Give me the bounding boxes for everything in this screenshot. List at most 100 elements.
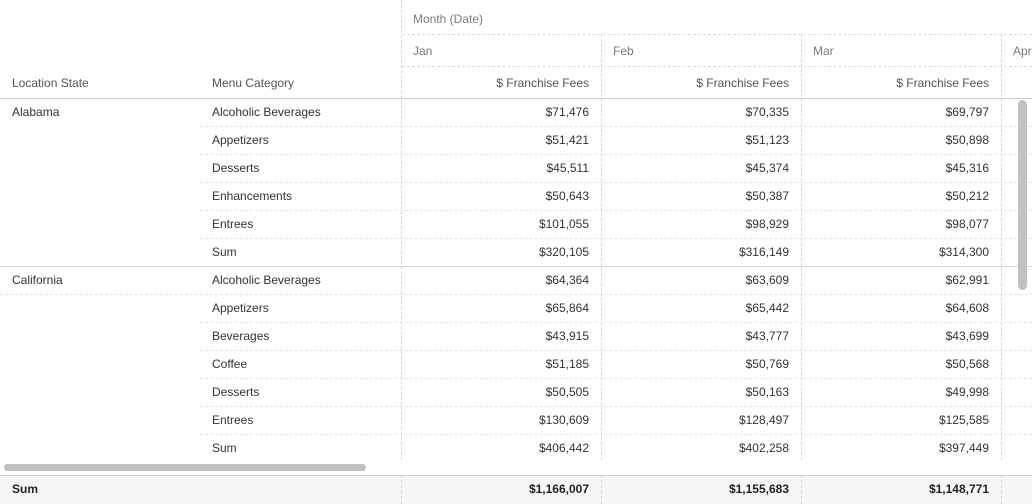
cell-location-state[interactable] — [12, 161, 192, 177]
cell-franchise-fees[interactable]: $50,643 — [545, 189, 589, 203]
column-separator — [1001, 475, 1002, 504]
cell-franchise-fees[interactable]: $50,505 — [545, 385, 589, 399]
row-divider — [200, 350, 1032, 351]
cell-franchise-fees[interactable]: $43,699 — [945, 329, 989, 343]
cell-location-state[interactable] — [12, 385, 192, 401]
cell-franchise-fees[interactable]: $65,442 — [745, 301, 789, 315]
cell-franchise-fees[interactable]: $50,387 — [745, 189, 789, 203]
cell-location-state[interactable] — [12, 357, 192, 373]
grand-total-jan: $1,166,007 — [528, 482, 589, 496]
cell-franchise-fees[interactable]: $45,316 — [945, 161, 989, 175]
measure-header[interactable]: $ Franchise Fees — [496, 76, 589, 90]
row-divider — [200, 182, 1032, 183]
column-separator — [401, 475, 402, 504]
cell-franchise-fees[interactable]: $125,585 — [938, 413, 989, 427]
cell-franchise-fees[interactable]: $63,609 — [745, 273, 789, 287]
cell-franchise-fees[interactable]: $43,915 — [545, 329, 589, 343]
cell-menu-category[interactable]: Sum — [212, 441, 237, 455]
cell-franchise-fees[interactable]: $314,300 — [938, 245, 989, 259]
cell-franchise-fees[interactable]: $62,991 — [945, 273, 989, 287]
cell-franchise-fees[interactable]: $320,105 — [538, 245, 589, 259]
cell-franchise-fees[interactable]: $316,149 — [738, 245, 789, 259]
cell-franchise-fees[interactable]: $98,077 — [945, 217, 989, 231]
cell-franchise-fees[interactable]: $51,421 — [545, 133, 589, 147]
cell-franchise-fees[interactable]: $71,476 — [545, 105, 589, 119]
cell-menu-category[interactable]: Enhancements — [212, 189, 293, 203]
header-divider — [402, 34, 1032, 35]
cell-menu-category[interactable]: Entrees — [212, 217, 254, 231]
row-header-location-state[interactable]: Location State — [12, 76, 89, 90]
header-bottom-border — [0, 98, 1032, 99]
row-divider — [200, 434, 1032, 435]
cell-menu-category[interactable]: Desserts — [212, 385, 260, 399]
month-header-jan[interactable]: Jan — [413, 44, 433, 58]
cell-franchise-fees[interactable]: $50,568 — [945, 357, 989, 371]
cell-location-state[interactable] — [12, 189, 192, 205]
cell-franchise-fees[interactable]: $50,898 — [945, 133, 989, 147]
row-divider — [200, 126, 1032, 127]
measure-header[interactable]: $ Franchise Fees — [896, 76, 989, 90]
cell-menu-category[interactable]: Beverages — [212, 329, 270, 343]
cell-location-state[interactable] — [12, 245, 192, 261]
cell-franchise-fees[interactable]: $70,335 — [745, 105, 789, 119]
month-header-mar[interactable]: Mar — [813, 44, 834, 58]
cell-franchise-fees[interactable]: $98,929 — [745, 217, 789, 231]
cell-menu-category[interactable]: Sum — [212, 245, 237, 259]
cell-location-state[interactable] — [12, 329, 192, 345]
cell-franchise-fees[interactable]: $128,497 — [738, 413, 789, 427]
cell-franchise-fees[interactable]: $45,374 — [745, 161, 789, 175]
cell-location-state[interactable]: Alabama — [12, 105, 60, 119]
cell-menu-category[interactable]: Alcoholic Beverages — [212, 105, 321, 119]
cell-menu-category[interactable]: Appetizers — [212, 301, 269, 315]
cell-franchise-fees[interactable]: $130,609 — [538, 413, 589, 427]
row-divider — [200, 238, 1032, 239]
column-separator — [601, 475, 602, 504]
cell-franchise-fees[interactable]: $64,608 — [945, 301, 989, 315]
row-header-menu-category[interactable]: Menu Category — [212, 76, 295, 90]
cell-franchise-fees[interactable]: $43,777 — [745, 329, 789, 343]
cell-location-state[interactable]: California — [12, 273, 63, 287]
cell-franchise-fees[interactable]: $45,511 — [546, 161, 590, 175]
cell-franchise-fees[interactable]: $406,442 — [538, 441, 589, 455]
cell-menu-category[interactable]: Coffee — [212, 357, 248, 371]
row-divider — [200, 406, 1032, 407]
horizontal-scrollbar-thumb[interactable] — [4, 464, 366, 471]
cell-franchise-fees[interactable]: $65,864 — [545, 301, 589, 315]
cell-menu-category[interactable]: Entrees — [212, 413, 254, 427]
cell-menu-category[interactable]: Desserts — [212, 161, 260, 175]
group-divider — [0, 266, 1032, 267]
column-separator — [1001, 34, 1002, 475]
cell-franchise-fees[interactable]: $51,185 — [545, 357, 589, 371]
cell-franchise-fees[interactable]: $50,212 — [945, 189, 989, 203]
row-divider — [200, 154, 1032, 155]
measure-header[interactable]: $ Franchise Fees — [696, 76, 789, 90]
column-separator — [801, 34, 802, 475]
column-separator — [601, 34, 602, 475]
column-separator — [401, 0, 402, 475]
cell-location-state[interactable] — [12, 413, 192, 429]
cell-menu-category[interactable]: Appetizers — [212, 133, 269, 147]
cell-franchise-fees[interactable]: $397,449 — [938, 441, 989, 455]
row-divider — [200, 378, 1032, 379]
cell-franchise-fees[interactable]: $101,055 — [538, 217, 589, 231]
month-header-apr[interactable]: Apr — [1013, 44, 1032, 58]
month-header-feb[interactable]: Feb — [613, 44, 634, 58]
cell-franchise-fees[interactable]: $51,123 — [745, 133, 789, 147]
grand-total-label: Sum — [12, 482, 39, 496]
vertical-scrollbar-thumb[interactable] — [1018, 100, 1027, 290]
cell-franchise-fees[interactable]: $49,998 — [945, 385, 989, 399]
cell-franchise-fees[interactable]: $402,258 — [738, 441, 789, 455]
column-separator — [801, 475, 802, 504]
cell-franchise-fees[interactable]: $69,797 — [945, 105, 989, 119]
cell-location-state[interactable] — [12, 217, 192, 233]
cell-menu-category[interactable]: Alcoholic Beverages — [212, 273, 321, 287]
cell-location-state[interactable] — [12, 133, 192, 149]
cell-location-state[interactable] — [12, 441, 192, 457]
cell-franchise-fees[interactable]: $50,163 — [745, 385, 789, 399]
row-divider — [0, 294, 1032, 295]
cell-franchise-fees[interactable]: $50,769 — [745, 357, 789, 371]
cell-franchise-fees[interactable]: $64,364 — [545, 273, 589, 287]
grand-total-mar: $1,148,771 — [928, 482, 989, 496]
grand-total-row — [0, 475, 1032, 504]
cell-location-state[interactable] — [12, 301, 192, 317]
